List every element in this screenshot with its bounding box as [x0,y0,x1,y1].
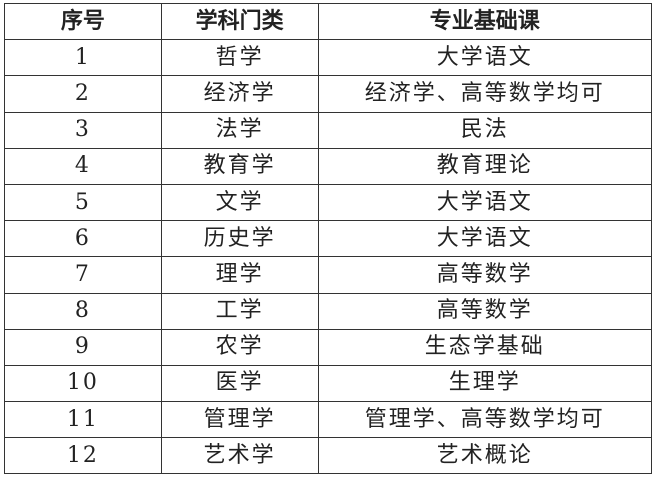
cell-discipline: 管理学 [160,401,319,439]
cell-discipline: 农学 [160,328,319,366]
cell-basic-course: 大学语文 [317,220,653,258]
cell-index: 6 [4,220,162,258]
cell-index: 10 [4,364,162,403]
cell-index: 12 [4,437,162,475]
cell-basic-course: 民法 [317,111,653,149]
cell-index: 5 [4,183,162,222]
table-row: 11 管理学 管理学、高等数学均可 [4,401,653,439]
cell-discipline: 经济学 [160,75,319,113]
cell-index: 2 [4,75,162,113]
cell-basic-course: 管理学、高等数学均可 [317,401,653,439]
table-row: 10 医学 生理学 [4,364,653,403]
cell-basic-course: 经济学、高等数学均可 [317,75,653,113]
table-row: 1 哲学 大学语文 [4,39,653,77]
table-row: 3 法学 民法 [4,111,653,149]
cell-index: 7 [4,256,162,294]
cell-discipline: 艺术学 [160,437,319,475]
cell-index: 9 [4,328,162,366]
table-row: 7 理学 高等数学 [4,256,653,294]
cell-basic-course: 高等数学 [317,256,653,294]
table-row: 8 工学 高等数学 [4,292,653,330]
cell-discipline: 文学 [160,183,319,222]
table-row: 9 农学 生态学基础 [4,328,653,366]
table-header-row: 序号 学科门类 专业基础课 [4,2,653,41]
cell-discipline: 哲学 [160,39,319,77]
cell-discipline: 教育学 [160,147,319,185]
header-index: 序号 [4,2,162,41]
header-discipline: 学科门类 [160,2,319,41]
cell-index: 4 [4,147,162,185]
cell-discipline: 工学 [160,292,319,330]
table-row: 2 经济学 经济学、高等数学均可 [4,75,653,113]
table-row: 12 艺术学 艺术概论 [4,437,653,475]
subject-course-table: 序号 学科门类 专业基础课 1 哲学 大学语文 2 经济学 经济学、高等数学均可 3 法学 民法… [4,2,653,475]
table-row: 5 文学 大学语文 [4,183,653,222]
cell-basic-course: 高等数学 [317,292,653,330]
cell-index: 3 [4,111,162,149]
cell-basic-course: 大学语文 [317,183,653,222]
cell-basic-course: 生态学基础 [317,328,653,366]
table-row: 4 教育学 教育理论 [4,147,653,185]
cell-index: 11 [4,401,162,439]
header-basic-course: 专业基础课 [317,2,653,41]
cell-basic-course: 艺术概论 [317,437,653,475]
cell-basic-course: 生理学 [317,364,653,403]
cell-discipline: 法学 [160,111,319,149]
cell-discipline: 历史学 [160,220,319,258]
cell-basic-course: 教育理论 [317,147,653,185]
cell-basic-course: 大学语文 [317,39,653,77]
cell-index: 8 [4,292,162,330]
cell-discipline: 医学 [160,364,319,403]
table-row: 6 历史学 大学语文 [4,220,653,258]
cell-discipline: 理学 [160,256,319,294]
cell-index: 1 [4,39,162,77]
